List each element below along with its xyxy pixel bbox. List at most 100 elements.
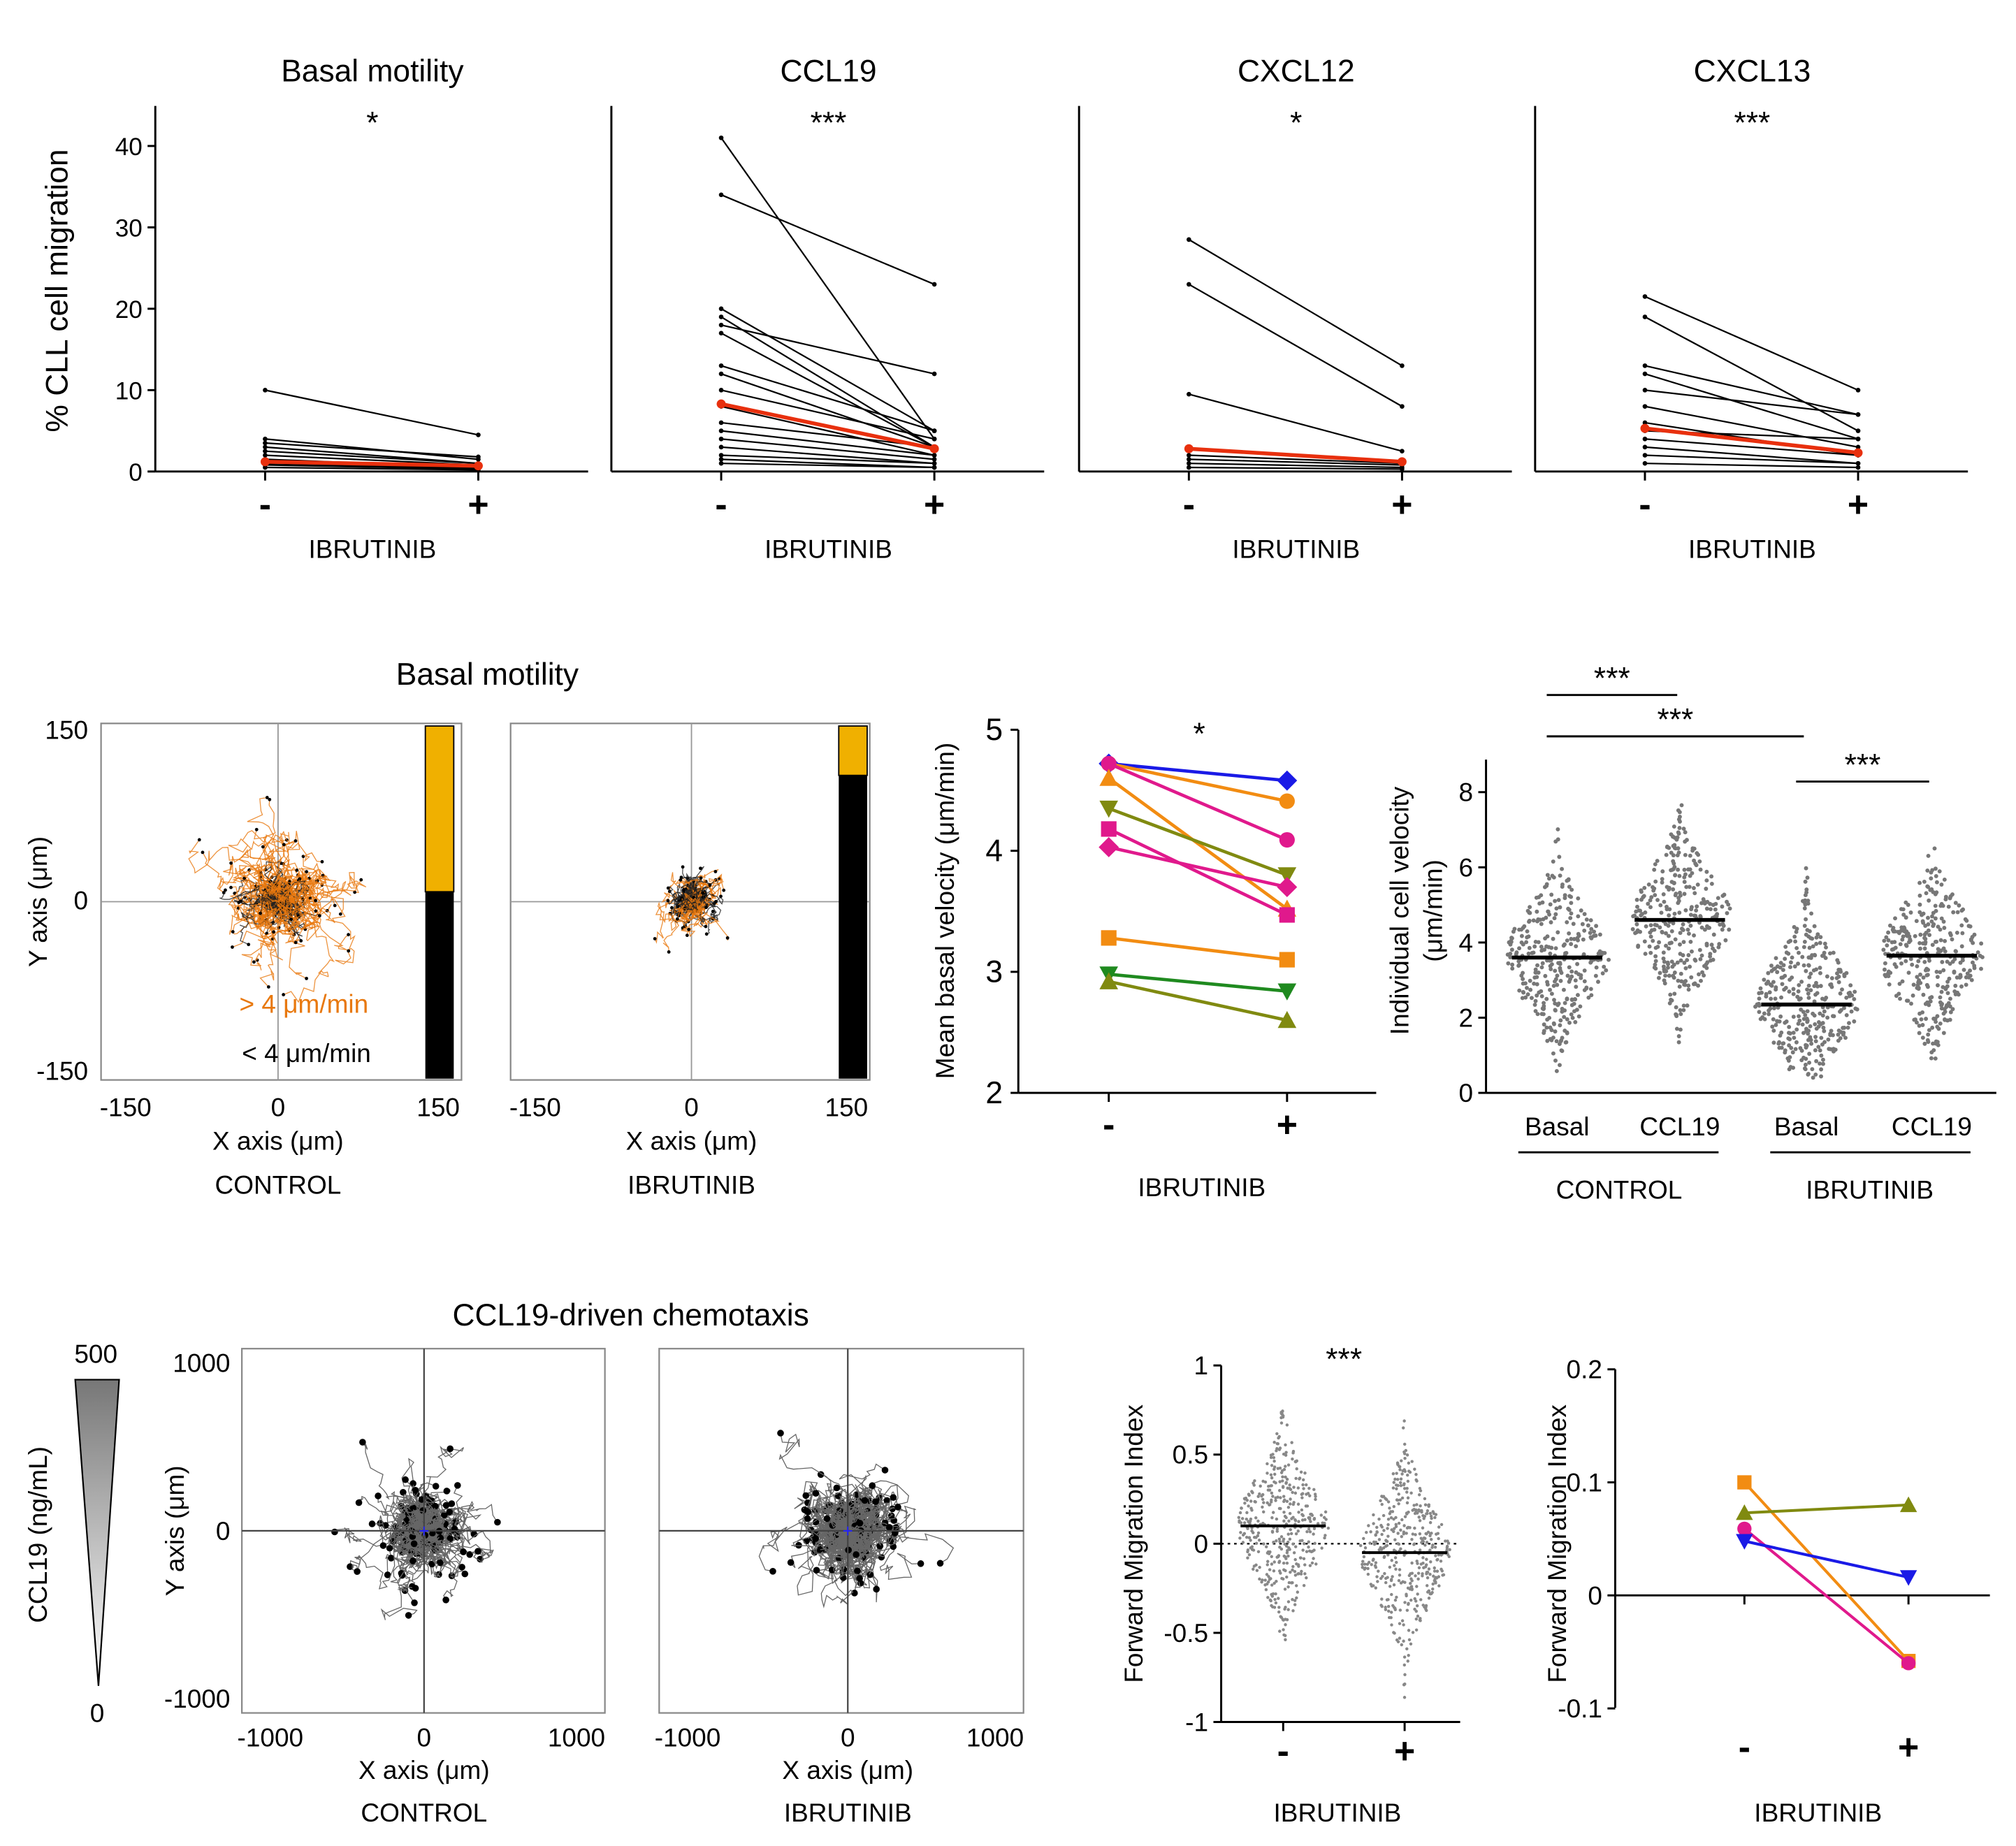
track-endpoint (247, 868, 252, 872)
cell-point (1514, 950, 1519, 955)
track-endpoint (387, 1555, 395, 1562)
paired-line (721, 463, 935, 469)
cell-point (1384, 1580, 1388, 1585)
cell-point (1363, 1567, 1367, 1571)
paired-line (1644, 372, 1859, 440)
cell-point (1448, 1548, 1451, 1552)
cell-point (1684, 885, 1689, 889)
track-endpoint (409, 1504, 417, 1511)
cell-point (1779, 1030, 1784, 1035)
cell-point (1704, 906, 1709, 911)
cell-point (1674, 1012, 1679, 1017)
cell-point (1714, 914, 1719, 919)
cell-point (1781, 968, 1785, 973)
cell-point (1825, 974, 1829, 979)
data-point (718, 460, 724, 466)
cell-point (1399, 1483, 1403, 1488)
cell-point (1270, 1476, 1274, 1480)
cell-point (1928, 887, 1933, 892)
cell-point (1558, 966, 1562, 971)
cell-point (1270, 1516, 1274, 1520)
cell-point (1774, 956, 1778, 961)
cell-point (1784, 1019, 1789, 1024)
cell-point (1391, 1604, 1395, 1608)
cell-point (1808, 988, 1813, 993)
cell-point (1506, 961, 1511, 966)
cell-point (1383, 1571, 1386, 1576)
cell-point (1704, 943, 1709, 947)
cell-point (1323, 1536, 1326, 1540)
series-line (1744, 1503, 1909, 1515)
cell-point (1554, 1068, 1559, 1073)
cell-point (1282, 1519, 1286, 1523)
cell-point (1285, 1561, 1289, 1565)
cell-point (1923, 1001, 1928, 1006)
cell-point (1409, 1598, 1413, 1602)
cell-point (1254, 1516, 1258, 1520)
cell-point (1917, 1011, 1922, 1016)
cell-point (1271, 1453, 1275, 1456)
cell-point (1238, 1511, 1242, 1515)
cell-point (1296, 1502, 1300, 1506)
cell-point (1287, 1546, 1291, 1550)
cell-point (1382, 1529, 1386, 1532)
cell-point (1554, 906, 1559, 911)
cell-point (1806, 996, 1811, 1001)
cell-point (1791, 1015, 1796, 1019)
cell-point (1433, 1577, 1437, 1581)
data-point (718, 192, 724, 198)
cell-point (1425, 1541, 1429, 1544)
cell-point (1262, 1501, 1266, 1504)
track-endpoint (320, 859, 324, 864)
cell-point (1898, 942, 1903, 947)
cell-point (1526, 951, 1531, 956)
x-tick-label: -1000 (655, 1724, 721, 1752)
cell-point (1289, 1570, 1292, 1574)
cell-point (1369, 1583, 1373, 1586)
cell-point (1398, 1622, 1402, 1625)
cell-point (1664, 852, 1669, 857)
cell-point (1793, 939, 1798, 944)
track-endpoint (813, 1567, 820, 1574)
cell-point (1757, 996, 1762, 1001)
cell-point (1882, 938, 1887, 943)
cell-point (1801, 963, 1806, 968)
cell-point (1654, 923, 1659, 928)
cell-point (1795, 994, 1800, 999)
cell-point (1568, 915, 1573, 920)
cell-point (1642, 939, 1647, 944)
cell-point (1382, 1555, 1386, 1558)
cell-point (1286, 1540, 1290, 1544)
cell-point (1925, 868, 1930, 873)
cell-point (1892, 929, 1897, 933)
y-tick-label: 150 (45, 716, 88, 745)
y-axis-label: Y axis (μm) (161, 1465, 189, 1596)
track-endpoint (454, 1482, 461, 1489)
cell-point (1415, 1560, 1419, 1563)
data-point (718, 306, 724, 312)
data-point (1642, 436, 1648, 442)
cell-point (1649, 895, 1654, 900)
cell-point (1968, 968, 1973, 973)
track-endpoint (802, 1492, 810, 1499)
cell-point (1925, 884, 1930, 889)
cell-point (1788, 1065, 1793, 1070)
track-endpoint (314, 899, 317, 903)
cell-point (1548, 951, 1553, 956)
cell-point (1802, 924, 1807, 928)
cell-point (1674, 1026, 1679, 1031)
cell-point (1400, 1518, 1404, 1522)
track-endpoint (197, 838, 201, 842)
cell-point (1433, 1566, 1436, 1570)
cell-point (1931, 1041, 1936, 1046)
mean-line (720, 402, 935, 451)
cell-point (1807, 929, 1812, 933)
cell-point (1277, 1489, 1282, 1492)
cell-point (1829, 984, 1834, 989)
cell-point (1377, 1517, 1381, 1521)
cell-point (1551, 936, 1555, 941)
cell-point (1886, 938, 1891, 943)
cell-point (1567, 931, 1572, 936)
cell-point (1940, 959, 1945, 964)
cell-point (1931, 1048, 1936, 1052)
